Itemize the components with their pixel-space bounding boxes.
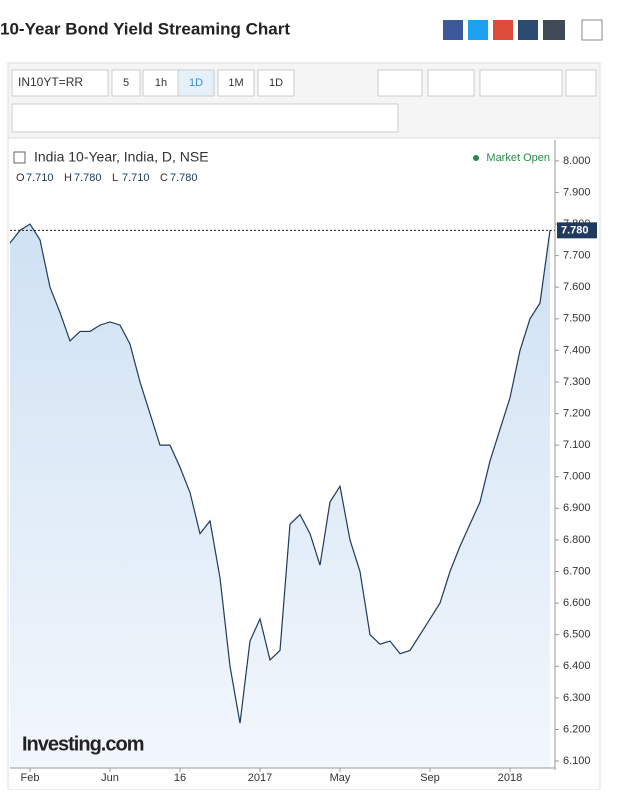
cloud-buttons[interactable] [479,69,563,97]
ohlc-key: O [16,172,25,184]
interval-label: 1D [269,77,283,89]
watermark: Investing.com [22,733,144,755]
y-tick-label: 7.400 [563,344,591,356]
symbol-box[interactable] [11,69,109,97]
info-icon[interactable] [581,19,603,41]
interval-label: 1M [228,77,243,89]
interval-button[interactable] [217,69,255,97]
line [9,223,551,724]
interval-label: 1D [189,77,203,89]
y-tick-label: 7.600 [563,281,591,293]
y-tick-label: 6.800 [563,534,591,546]
interval-button[interactable] [111,69,141,97]
page-title: 10-Year Bond Yield Streaming Chart [0,19,290,38]
last-price-box [557,222,597,239]
y-tick-label: 6.700 [563,565,591,577]
y-tick-label: 6.600 [563,597,591,609]
ohlc-key: C [160,172,168,184]
y-tick-label: 6.500 [563,629,591,641]
y-tick-label: 8.000 [563,155,591,167]
interval-label: 1h [155,77,167,89]
y-tick-label: 7.100 [563,439,591,451]
google-icon[interactable] [493,20,513,40]
x-tick-label: 2018 [498,772,522,784]
toolbar-row: IN10YT=RR [11,69,597,133]
y-tick-label: 7.300 [563,376,591,388]
color-button[interactable] [427,69,475,97]
ohlc-value: 7.710 [26,172,54,184]
x-tick-label: 2017 [248,772,272,784]
market-status: Market Open [486,152,550,164]
share-icons [443,19,603,41]
twitter-icon[interactable] [468,20,488,40]
ohlc-key: H [64,172,72,184]
tools-bar[interactable] [11,103,399,133]
mail-icon[interactable] [543,20,565,40]
interval-button[interactable] [142,69,180,97]
ohlc-key: L [112,172,118,184]
x-tick-label: Jun [101,772,119,784]
ohlc-value: 7.780 [74,172,102,184]
y-tick-label: 6.100 [563,755,591,767]
area [10,224,550,768]
y-tick-label: 6.900 [563,502,591,514]
x-tick-label: May [330,772,351,784]
y-tick-label: 7.700 [563,250,591,262]
facebook-icon[interactable] [443,20,463,40]
y-tick-label: 7.200 [563,407,591,419]
interval-button[interactable] [257,69,295,97]
fullscreen-button[interactable] [565,69,597,97]
stocktwits-icon[interactable] [518,20,538,40]
last-price-label: 7.780 [561,224,589,236]
interval-label: 5 [123,77,129,89]
y-tick-label: 7.900 [563,186,591,198]
y-tick-label: 6.300 [563,692,591,704]
x-tick-label: Sep [420,772,440,784]
x-tick-label: 16 [174,772,186,784]
symbol: IN10YT=RR [18,75,83,89]
snapshot-button[interactable] [377,69,423,97]
ohlc-value: 7.780 [170,172,198,184]
y-tick-label: 7.000 [563,471,591,483]
x-tick-label: Feb [21,772,40,784]
interval-button[interactable] [177,69,215,97]
ohlc-value: 7.710 [122,172,150,184]
collapse-icon[interactable] [13,151,26,164]
y-tick-label: 6.200 [563,723,591,735]
y-tick-label: 7.500 [563,313,591,325]
status-dot [473,155,479,161]
chart-title: India 10-Year, India, D, NSE [34,149,209,165]
y-tick-label: 6.400 [563,660,591,672]
